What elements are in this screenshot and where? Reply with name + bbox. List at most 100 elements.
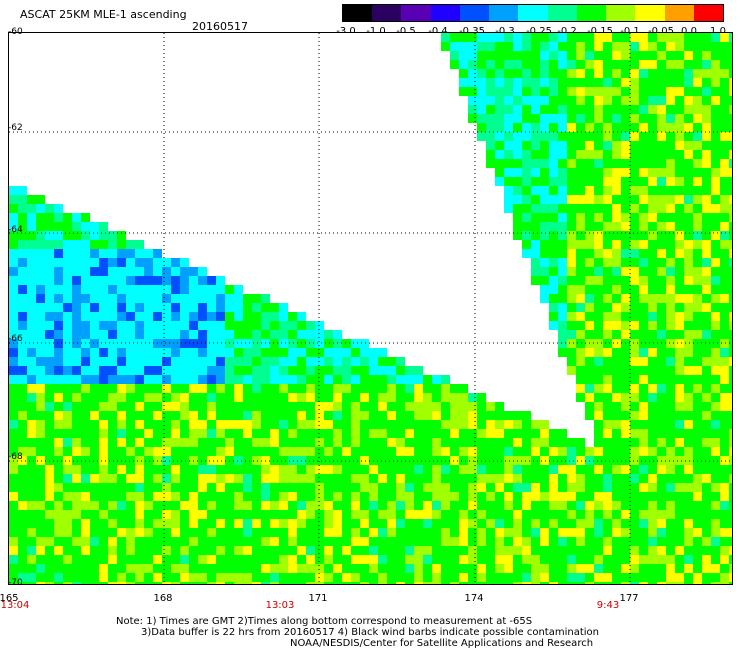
- wind-cell: [315, 546, 324, 555]
- wind-cell: [558, 186, 567, 195]
- wind-cell: [558, 582, 567, 584]
- wind-cell: [477, 429, 486, 438]
- wind-cell: [207, 384, 216, 393]
- wind-cell: [648, 384, 657, 393]
- wind-cell: [585, 69, 594, 78]
- wind-cell: [648, 420, 657, 429]
- wind-cell: [576, 447, 585, 456]
- wind-cell: [27, 285, 36, 294]
- wind-cell: [666, 366, 675, 375]
- lat-label: -70: [8, 578, 23, 588]
- wind-cell: [666, 294, 675, 303]
- wind-cell: [495, 78, 504, 87]
- wind-cell: [576, 393, 585, 402]
- wind-cell: [603, 231, 612, 240]
- wind-cell: [558, 267, 567, 276]
- wind-cell: [27, 483, 36, 492]
- wind-cell: [315, 474, 324, 483]
- wind-cell: [729, 150, 732, 159]
- wind-cell: [549, 429, 558, 438]
- wind-cell: [693, 267, 702, 276]
- wind-cell: [648, 294, 657, 303]
- wind-cell: [45, 393, 54, 402]
- wind-cell: [702, 141, 711, 150]
- wind-cell: [288, 519, 297, 528]
- wind-cell: [261, 420, 270, 429]
- wind-cell: [612, 78, 621, 87]
- wind-cell: [234, 474, 243, 483]
- wind-cell: [153, 429, 162, 438]
- wind-cell: [90, 537, 99, 546]
- wind-cell: [540, 51, 549, 60]
- wind-cell: [171, 366, 180, 375]
- wind-cell: [216, 348, 225, 357]
- wind-cell: [63, 240, 72, 249]
- wind-cell: [297, 483, 306, 492]
- wind-cell: [504, 528, 513, 537]
- wind-cell: [711, 357, 720, 366]
- wind-cell: [99, 339, 108, 348]
- wind-cell: [288, 483, 297, 492]
- wind-cell: [423, 564, 432, 573]
- wind-cell: [594, 573, 603, 582]
- wind-cell: [675, 177, 684, 186]
- wind-cell: [666, 321, 675, 330]
- wind-cell: [639, 96, 648, 105]
- wind-cell: [45, 204, 54, 213]
- wind-cell: [495, 159, 504, 168]
- wind-cell: [576, 51, 585, 60]
- wind-cell: [495, 168, 504, 177]
- wind-cell: [18, 510, 27, 519]
- wind-cell: [306, 582, 315, 584]
- wind-cell: [576, 384, 585, 393]
- wind-cell: [135, 249, 144, 258]
- wind-cell: [576, 159, 585, 168]
- wind-cell: [279, 555, 288, 564]
- wind-cell: [549, 438, 558, 447]
- wind-cell: [549, 321, 558, 330]
- wind-cell: [612, 456, 621, 465]
- wind-cell: [63, 537, 72, 546]
- wind-cell: [576, 78, 585, 87]
- wind-cell: [324, 510, 333, 519]
- wind-cell: [612, 204, 621, 213]
- wind-cell: [576, 204, 585, 213]
- wind-cell: [711, 213, 720, 222]
- wind-cell: [441, 474, 450, 483]
- wind-cell: [189, 330, 198, 339]
- wind-cell: [207, 474, 216, 483]
- wind-cell: [81, 249, 90, 258]
- wind-cell: [135, 420, 144, 429]
- wind-cell: [45, 231, 54, 240]
- colorbar-segment: [606, 5, 636, 21]
- wind-cell: [441, 528, 450, 537]
- wind-cell: [549, 132, 558, 141]
- wind-cell: [81, 555, 90, 564]
- wind-cell: [18, 222, 27, 231]
- wind-cell: [621, 105, 630, 114]
- wind-cell: [243, 537, 252, 546]
- wind-cell: [189, 294, 198, 303]
- wind-cell: [306, 456, 315, 465]
- lat-label: -64: [8, 225, 23, 235]
- wind-cell: [549, 249, 558, 258]
- wind-cell: [585, 501, 594, 510]
- wind-cell: [594, 366, 603, 375]
- wind-cell: [558, 177, 567, 186]
- wind-cell: [297, 465, 306, 474]
- wind-cell: [522, 564, 531, 573]
- wind-cell: [495, 573, 504, 582]
- wind-cell: [558, 231, 567, 240]
- wind-cell: [36, 438, 45, 447]
- wind-cell: [549, 141, 558, 150]
- wind-cell: [540, 96, 549, 105]
- wind-cell: [360, 465, 369, 474]
- wind-cell: [423, 573, 432, 582]
- wind-cell: [540, 222, 549, 231]
- wind-cell: [54, 330, 63, 339]
- wind-cell: [333, 555, 342, 564]
- wind-cell: [234, 294, 243, 303]
- wind-cell: [234, 438, 243, 447]
- wind-cell: [234, 348, 243, 357]
- wind-cell: [549, 501, 558, 510]
